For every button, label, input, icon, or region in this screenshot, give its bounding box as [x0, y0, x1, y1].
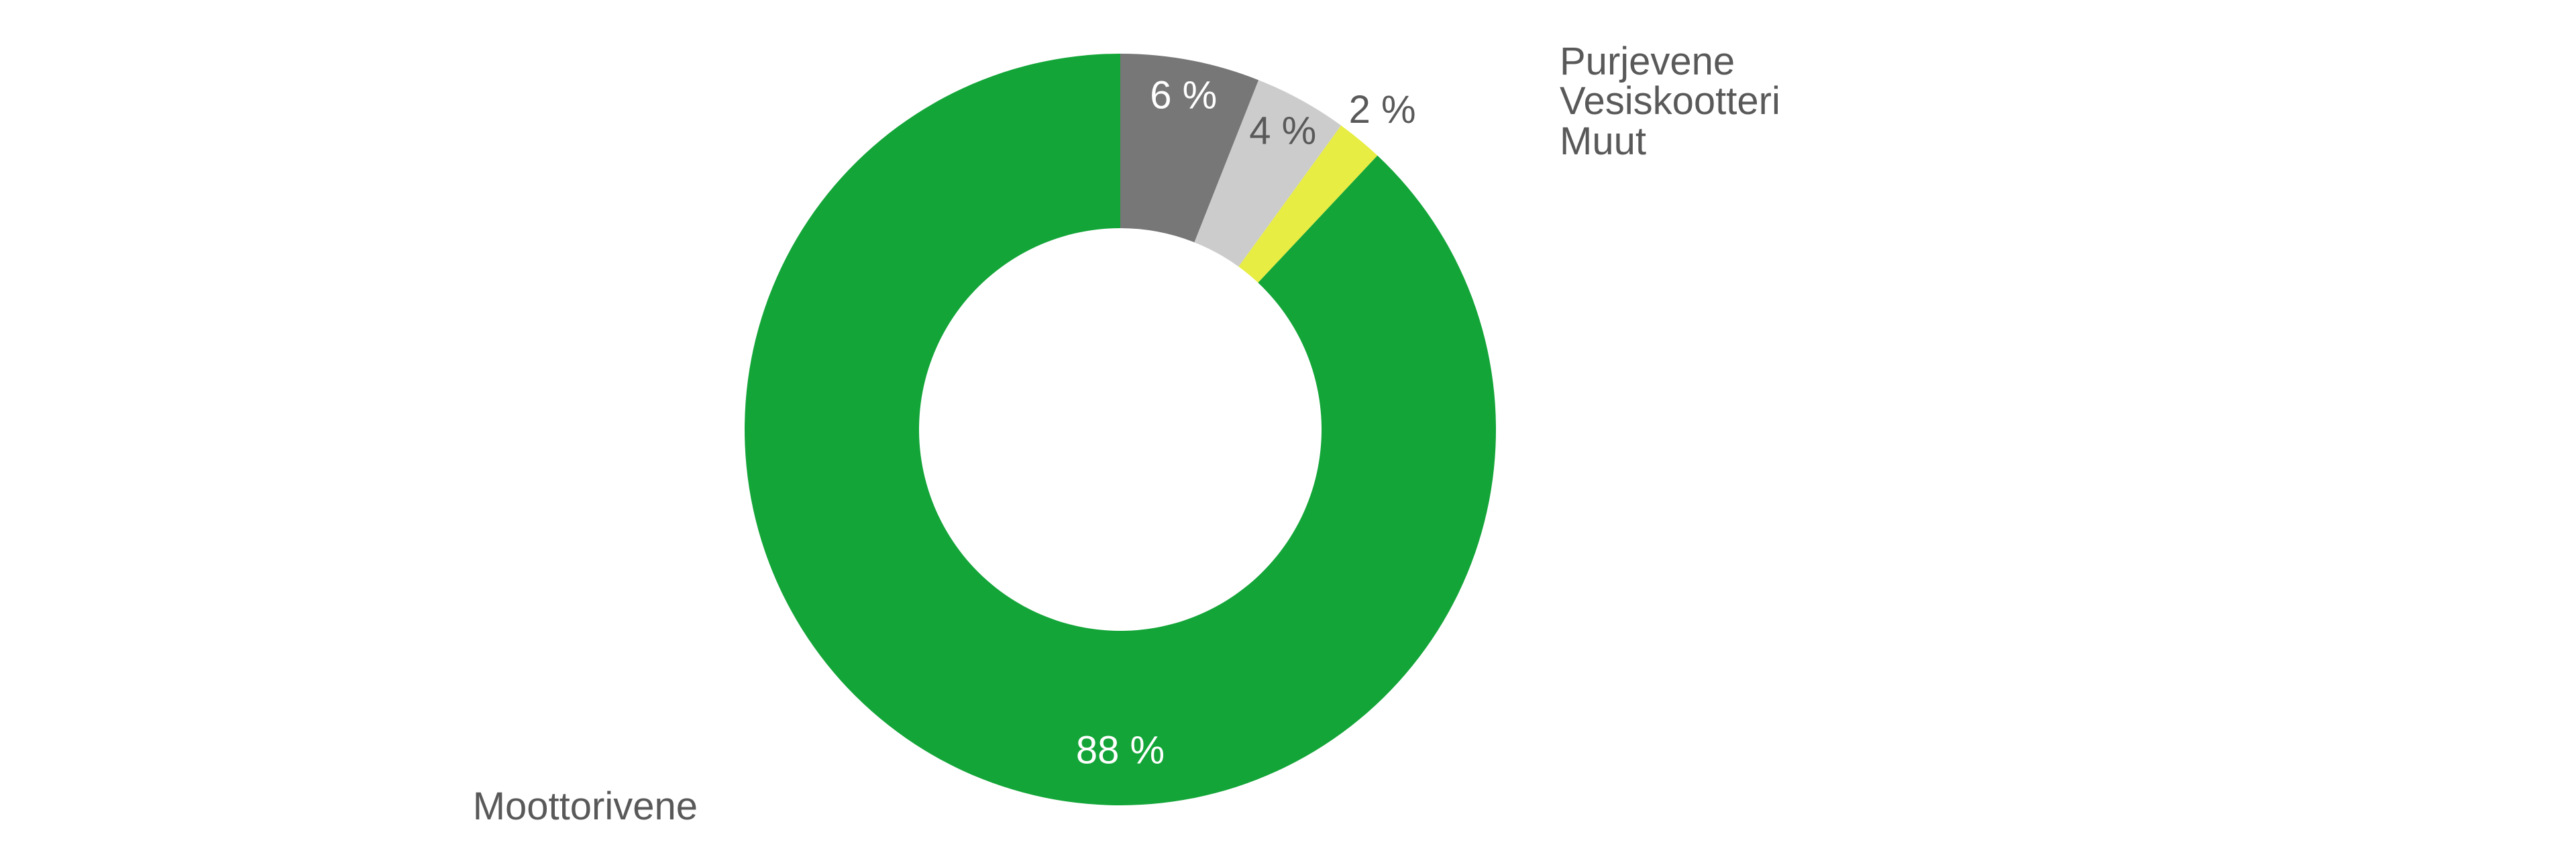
- value-label-moottorivene: 88 %: [1076, 728, 1165, 772]
- value-label-vesiskootteri: 4 %: [1249, 109, 1316, 153]
- value-label-purjevene: 6 %: [1150, 73, 1217, 117]
- category-label-moottorivene: Moottorivene: [473, 784, 698, 829]
- chart-stage: 6 % 4 % 2 % 88 % PurjeveneVesiskootteriMuut…: [0, 0, 2576, 859]
- donut-chart: 6 % 4 % 2 % 88 %: [0, 0, 2576, 859]
- category-label-vesiskootteri: Vesiskootteri: [1560, 79, 1780, 123]
- value-label-muut: 2 %: [1349, 88, 1416, 132]
- category-label-muut: Muut: [1560, 119, 1646, 164]
- category-label-purjevene: Purjevene: [1560, 39, 1735, 84]
